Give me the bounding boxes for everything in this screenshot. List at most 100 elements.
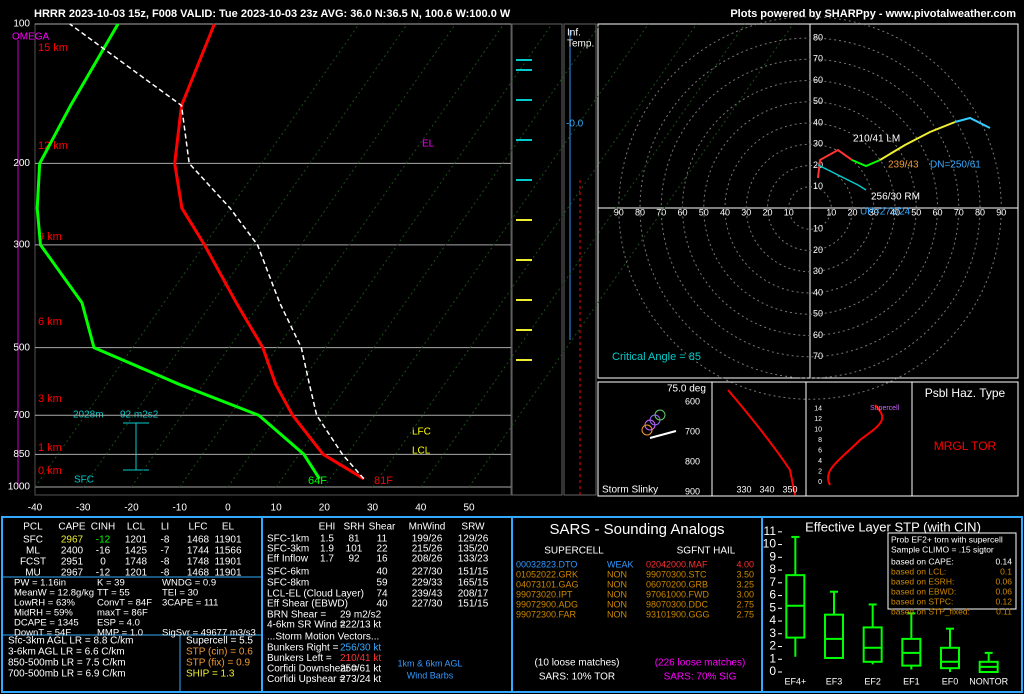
table-header: CAPE xyxy=(58,522,86,533)
sars-match: 01052022.GRK xyxy=(516,569,578,579)
sars-size: 4.00 xyxy=(736,559,754,569)
y-tick-label: 850 xyxy=(13,449,30,460)
table-header: LI xyxy=(161,522,169,533)
table-cell: 0 xyxy=(100,557,106,568)
table-header: MnWind xyxy=(409,522,446,533)
sars-match: 97061000.FWD xyxy=(646,589,710,599)
header-credit: Plots powered by SHARPpy - www.pivotalwe… xyxy=(730,8,1016,20)
table-cell: 92 xyxy=(348,554,360,565)
sars-match: 00032823.DTO xyxy=(516,559,577,569)
height-label: 0 km xyxy=(38,465,62,477)
hodo-ring-label: 50 xyxy=(813,96,823,106)
row-label: Bunkers Left = xyxy=(267,653,332,664)
sars-size: 3.25 xyxy=(736,579,754,589)
x-tick-label: 30 xyxy=(367,503,379,514)
sars-title: SARS - Sounding Analogs xyxy=(549,521,724,538)
hodo-ring-label: 80 xyxy=(975,207,985,217)
hodo-ring-label: 20 xyxy=(762,207,772,217)
row-label: LCL-EL (Cloud Layer) xyxy=(267,589,364,600)
y-tick-label: 300 xyxy=(13,240,30,251)
row-label: Bunkers Right = xyxy=(267,643,339,654)
y-tick-label: 4 xyxy=(769,613,776,627)
index: ESP = 4.0 xyxy=(97,618,140,629)
x-tick-label: 40 xyxy=(415,503,427,514)
table-cell: 208/17 xyxy=(458,589,489,600)
x-tick-label: 20 xyxy=(319,503,331,514)
hodo-ring-label: 50 xyxy=(911,207,921,217)
hodo-ring-label: 70 xyxy=(954,207,964,217)
box xyxy=(940,646,960,670)
hodo-downshear: DN=250/61 xyxy=(930,160,981,171)
sars-match: 93101900.GGG xyxy=(646,609,710,619)
hodo-ring-label: 10 xyxy=(826,207,836,217)
height-label: 9 km xyxy=(38,231,62,243)
hodo-left-mover: 210/41 LM xyxy=(853,134,900,145)
index: TT = 55 xyxy=(97,588,130,599)
x-tick-label: -20 xyxy=(124,503,139,514)
x-tick-label: NONTOR xyxy=(969,676,1008,686)
sr-wind-label: 14 xyxy=(814,405,822,412)
hodo-ring-label: 80 xyxy=(635,207,645,217)
index: K = 39 xyxy=(97,578,125,589)
hodo-ring-label: 60 xyxy=(677,207,687,217)
lapse-rate: 700-500mb LR = 6.9 C/km xyxy=(8,669,126,680)
barb-note: 1km & 6km AGL xyxy=(397,658,462,668)
table-cell: SFC xyxy=(23,535,43,546)
table-cell: 1468 xyxy=(187,535,210,546)
table-cell: 210/41 kt xyxy=(340,653,381,664)
sars-matches: (10 loose matches) xyxy=(534,658,619,669)
sars-size: 3.50 xyxy=(736,569,754,579)
isotherm xyxy=(372,23,698,488)
hodo-trace xyxy=(851,159,881,168)
hodo-trace xyxy=(817,164,867,191)
table-cell: -8 xyxy=(161,568,170,579)
height-label: 12 km xyxy=(38,140,68,152)
table-cell: 256/30 kt xyxy=(340,643,381,654)
table-header: SRW xyxy=(461,522,485,533)
table-cell: 59 xyxy=(376,578,388,589)
stp-legend-value: 0.12 xyxy=(995,596,1012,606)
stp-legend-climo: Sample CLIMO = .15 sigtor xyxy=(891,544,994,554)
stp-legend-label: based on LCL: xyxy=(891,566,946,576)
row-label: Corfidi Downshear = xyxy=(267,664,358,675)
index: 3CAPE = 111 xyxy=(162,598,218,609)
x-tick-label: EF4+ xyxy=(784,676,806,686)
hodo-mean: 239/43 xyxy=(888,160,919,171)
table-cell: -16 xyxy=(96,546,111,557)
isotherm xyxy=(323,23,649,488)
index: maxT = 86F xyxy=(97,608,148,619)
table-cell: 229/33 xyxy=(412,578,443,589)
table-header: SRH xyxy=(343,522,364,533)
y-tick-label: 1000 xyxy=(8,482,31,493)
row-label: SFC-8km xyxy=(267,578,309,589)
index: MidRH = 59% xyxy=(14,608,73,619)
index: DCAPE = 1345 xyxy=(14,618,79,629)
y-tick-label: 100 xyxy=(13,19,30,30)
index: PW = 1.16in xyxy=(14,578,66,589)
hazard-frame xyxy=(911,381,1019,497)
index: MeanW = 12.8g/kg xyxy=(14,588,94,599)
sfc-dewpoint-label: 64F xyxy=(308,475,327,487)
hodo-ring-label: 40 xyxy=(720,207,730,217)
table-cell: 199/26 xyxy=(412,534,443,545)
sars-match: 06070200.GRB xyxy=(646,579,708,589)
inferred-frame xyxy=(511,23,563,496)
stp-legend-box xyxy=(887,532,1017,610)
theta-e-label: 600 xyxy=(685,396,700,406)
hodograph-frame xyxy=(597,23,1019,379)
composite: STP (fix) = 0.9 xyxy=(186,658,250,669)
table-cell: 11901 xyxy=(214,557,242,568)
hodo-trace xyxy=(954,116,991,129)
table-cell: 1748 xyxy=(125,557,148,568)
table-cell: 1468 xyxy=(187,568,210,579)
lapse-rate: 3-6km AGL LR = 6.6 C/km xyxy=(8,647,125,658)
sr-wind-label: 0 xyxy=(818,479,822,486)
y-tick-label: 10 xyxy=(763,537,777,551)
hodo-ring-label: 20 xyxy=(847,207,857,217)
theta-e-label: 350 xyxy=(782,484,797,494)
stp-legend-label: based on ESRH: xyxy=(891,576,954,586)
composite: SHIP = 1.3 xyxy=(186,669,235,680)
eff-inflow-base: SFC xyxy=(74,475,94,486)
